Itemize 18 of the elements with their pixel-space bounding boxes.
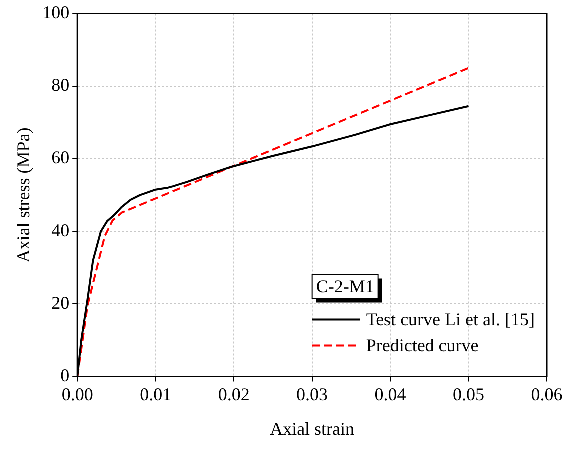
x-tick-label: 0.06 (531, 384, 563, 404)
y-tick-label: 60 (52, 148, 70, 168)
x-tick-label: 0.00 (62, 384, 94, 404)
x-tick-label: 0.03 (296, 384, 328, 404)
legend-label: Test curve Li et al. [15] (366, 310, 535, 330)
y-tick-label: 100 (42, 2, 70, 23)
legend-title: C-2-M1 (316, 276, 374, 297)
y-axis-title: Axial stress (MPa) (14, 128, 34, 263)
x-tick-label: 0.04 (374, 384, 406, 404)
y-tick-label: 20 (52, 292, 70, 313)
x-tick-label: 0.01 (140, 384, 172, 404)
y-tick-label: 0 (60, 366, 70, 386)
x-tick-label: 0.05 (453, 384, 485, 404)
legend-label: Predicted curve (366, 336, 479, 356)
y-tick-label: 40 (52, 220, 70, 240)
x-tick-label: 0.02 (218, 384, 250, 404)
x-axis-title: Axial strain (270, 418, 355, 439)
y-tick-label: 80 (52, 75, 70, 96)
